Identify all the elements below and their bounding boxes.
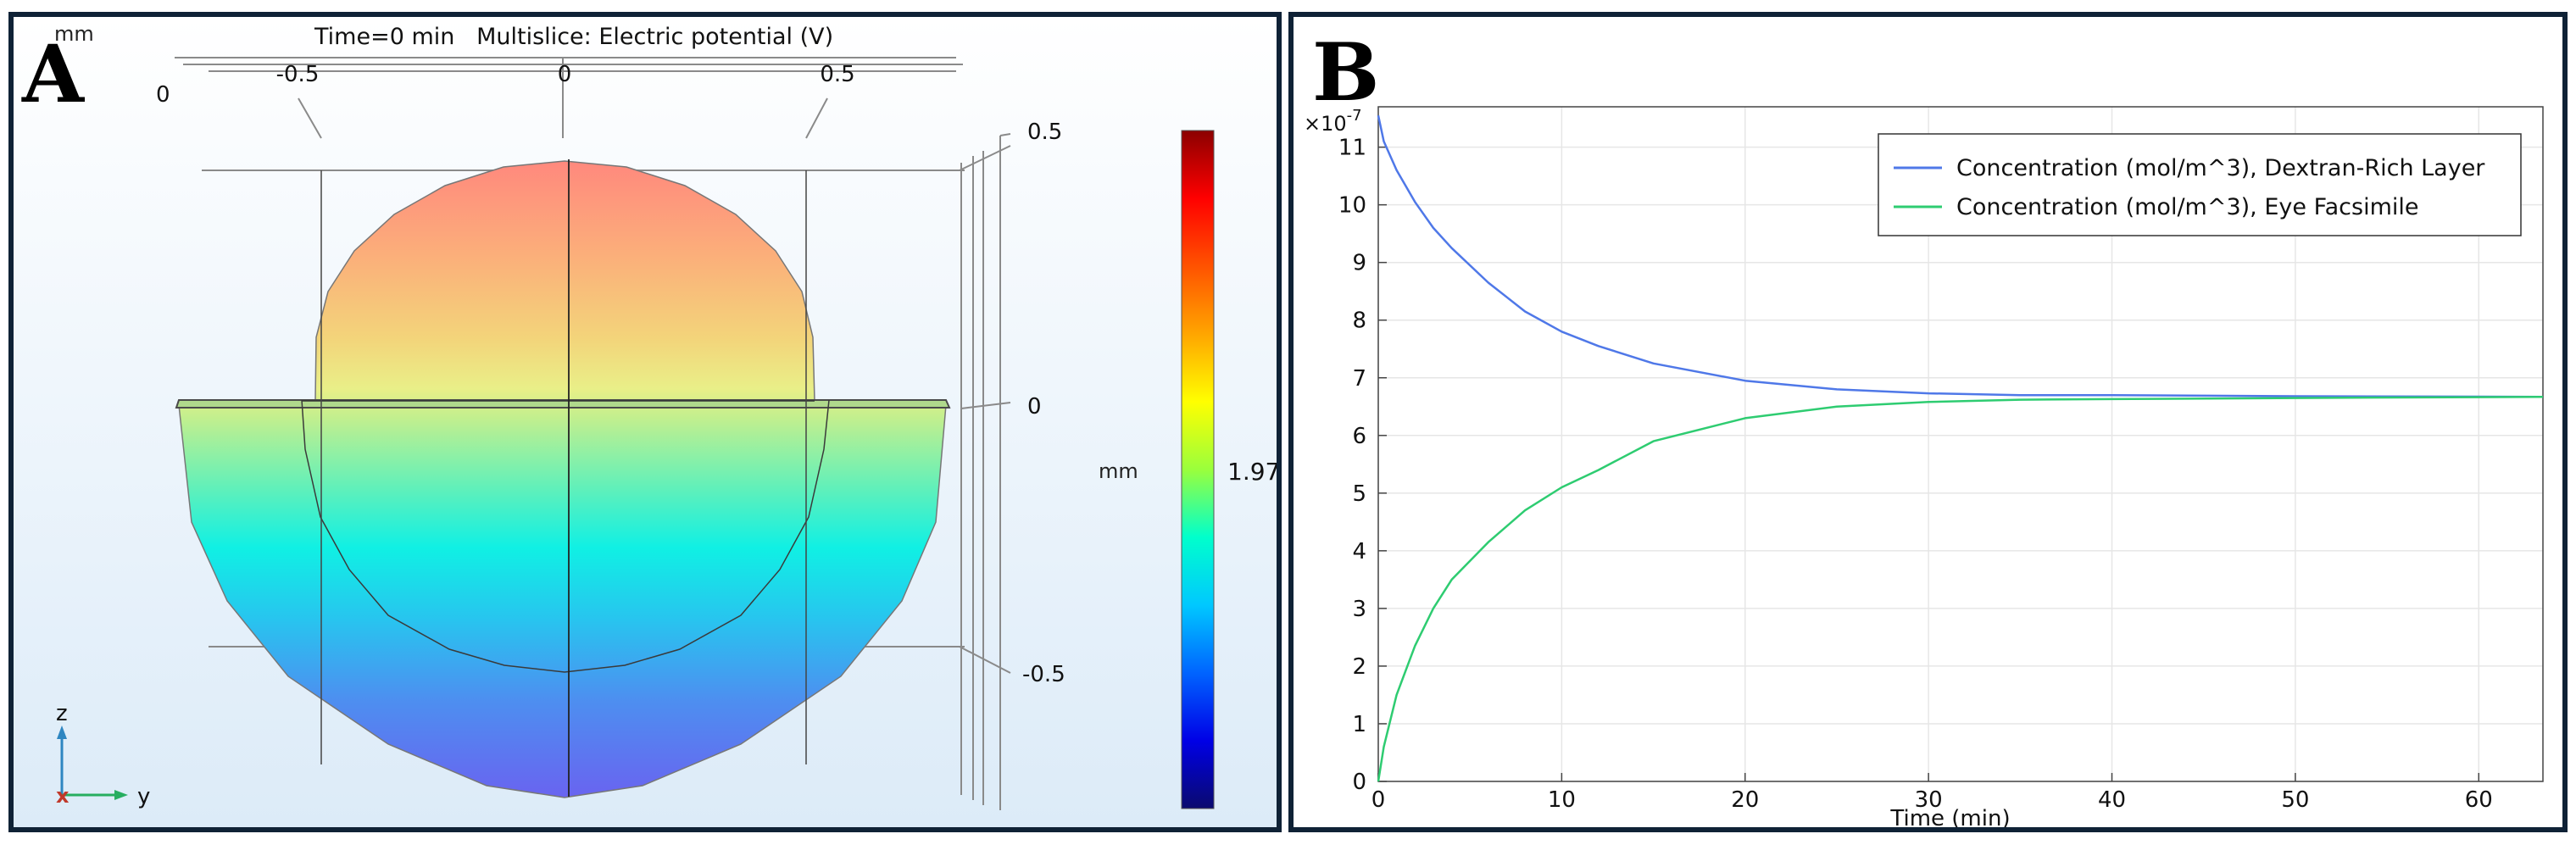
y-axis-start-label: 0 <box>156 82 170 108</box>
y-exponent-power: -7 <box>1347 107 1362 125</box>
y-tick-label: 5 <box>1352 481 1366 507</box>
y-tick-label: 2 <box>1352 654 1366 680</box>
z-tick-label: 0 <box>1027 394 1042 420</box>
lower-slab-surface <box>178 404 947 798</box>
x-axis: 0 10 20 30 40 50 60 <box>1371 773 2493 813</box>
y-tick-label: 7 <box>1352 366 1366 392</box>
y-exponent-label: ×10-7 <box>1304 107 1362 136</box>
x-tick-label: 40 <box>2098 787 2126 813</box>
z-arrow-icon <box>57 725 67 739</box>
x-tick-label: 60 <box>2465 787 2493 813</box>
x-arrow-icon: x <box>56 784 70 808</box>
y-tick-label: 10 <box>1338 193 1366 219</box>
y-arrow-icon <box>114 790 128 800</box>
plot-title: Time=0 min Multislice: Electric potentia… <box>314 24 833 50</box>
panel-a-plot: A mm Time=0 min Multislice: Electric pot… <box>14 17 1277 827</box>
x-tick-label: 0 <box>1371 787 1386 813</box>
axis-triad: x z y <box>56 701 150 809</box>
legend-label-dextran: Concentration (mol/m^3), Dextran-Rich La… <box>1956 155 2485 181</box>
y-tick-label: 0 <box>1352 770 1366 795</box>
y-tick-label: 0 <box>558 62 572 87</box>
panel-a: A mm Time=0 min Multislice: Electric pot… <box>8 12 1282 832</box>
series-line-dextran-rich-layer <box>1377 114 2544 398</box>
panel-b: B 0 10 20 30 40 50 60 0 1 2 3 4 5 6 7 8 9 10 11 Time (min… <box>1288 12 2568 832</box>
z-tick-label: -0.5 <box>1022 662 1065 687</box>
inner-sphere-outline <box>301 399 830 673</box>
x-tick-label: 20 <box>1731 787 1759 813</box>
panel-a-letter: A <box>21 28 85 121</box>
y-tick-label: 4 <box>1352 539 1366 564</box>
y-tick-label: 0.5 <box>820 62 854 87</box>
y-tick-label: 8 <box>1352 308 1366 334</box>
y-tick-label: 9 <box>1352 251 1366 276</box>
triad-y-label: y <box>137 784 150 809</box>
multislice-surface <box>175 159 951 798</box>
y-tick-label: 3 <box>1352 597 1366 622</box>
y-tick-label: 11 <box>1338 136 1366 161</box>
y-tick-label: 1 <box>1352 712 1366 737</box>
x-axis-label: Time (min) <box>1889 806 2010 827</box>
colorbar <box>1181 130 1215 809</box>
plot-frame <box>1377 106 2544 782</box>
triad-z-label: z <box>56 701 68 726</box>
colorbar-value-label: 1.97 <box>1227 458 1277 486</box>
bounding-box-lines <box>175 57 1011 810</box>
y-tick-label: -0.5 <box>276 62 320 87</box>
mid-slice-band <box>175 399 951 409</box>
x-tick-label: 50 <box>2281 787 2309 813</box>
y-tick-label: 6 <box>1352 424 1366 449</box>
corner-unit-label: mm <box>54 22 94 46</box>
series-group <box>1377 114 2544 782</box>
z-tick-label: 0.5 <box>1027 120 1062 145</box>
series-line-eye-facsimile <box>1377 395 2544 782</box>
legend-label-eye: Concentration (mol/m^3), Eye Facsimile <box>1956 194 2419 220</box>
y-axis: 0 1 2 3 4 5 6 7 8 9 10 11 <box>1338 136 1387 795</box>
panel-b-line-chart: B 0 10 20 30 40 50 60 0 1 2 3 4 5 6 7 8 9 10 11 Time (min… <box>1304 26 2544 827</box>
y-exponent-base: ×10 <box>1304 112 1347 136</box>
x-tick-label: 30 <box>1915 787 1943 813</box>
panel-b-letter: B <box>1312 26 1379 120</box>
legend: Concentration (mol/m^3), Dextran-Rich La… <box>1878 133 2522 236</box>
z-unit-label: mm <box>1099 459 1138 483</box>
x-tick-label: 10 <box>1548 787 1576 813</box>
